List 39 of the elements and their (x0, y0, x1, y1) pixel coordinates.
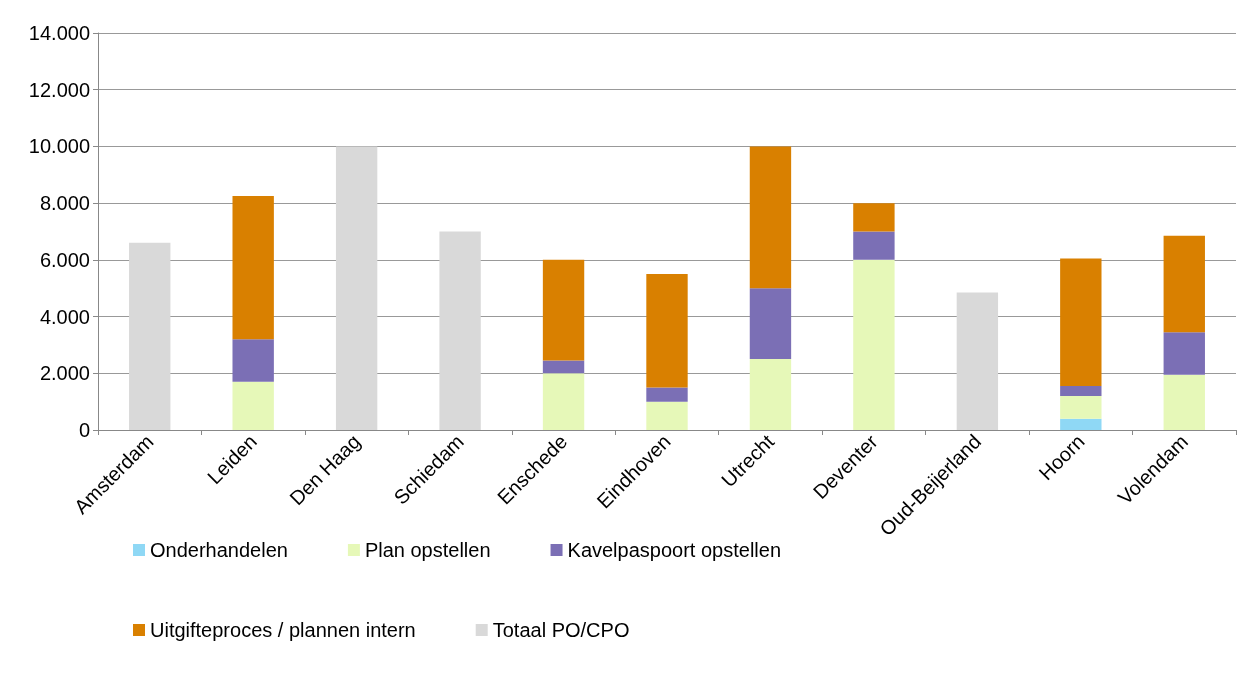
bar (1060, 395, 1102, 419)
bar (335, 146, 378, 430)
bar (853, 259, 895, 430)
y-tick-label: 8.000 (39, 192, 90, 215)
bar (749, 146, 792, 289)
bar (1060, 418, 1102, 430)
bar (749, 359, 792, 430)
bar (542, 373, 585, 430)
bar (1163, 332, 1205, 375)
y-tick-label: 0 (78, 419, 90, 441)
legend-label: Onderhandelen (150, 539, 288, 561)
y-tick-label: 10.000 (28, 135, 90, 158)
y-tick-label: 12.000 (28, 78, 90, 101)
y-tick-label: 14.000 (28, 22, 90, 44)
bar (129, 242, 171, 430)
bar (439, 231, 481, 430)
bar (232, 381, 274, 430)
y-tick-label: 6.000 (39, 248, 90, 271)
legend-label: Plan opstellen (364, 539, 491, 561)
y-tick-label: 4.000 (39, 305, 90, 328)
bar (646, 387, 688, 402)
bar (542, 360, 585, 374)
bar (749, 288, 792, 360)
bar (853, 203, 895, 232)
bar (646, 274, 688, 388)
bar (1060, 258, 1102, 387)
bar (542, 259, 585, 361)
legend-label: Uitgifteproces / plannen intern (150, 619, 416, 641)
legend-label: Kavelpaspoort opstellen (567, 539, 782, 561)
bar (1060, 386, 1102, 396)
bar (232, 196, 274, 340)
bar (1163, 235, 1205, 333)
bar (1163, 374, 1205, 430)
bar (853, 231, 895, 260)
legend-label: Totaal PO/CPO (492, 619, 630, 641)
y-tick-label: 2.000 (39, 362, 90, 385)
bar (646, 401, 688, 430)
bar (232, 339, 274, 382)
bar (956, 292, 999, 430)
